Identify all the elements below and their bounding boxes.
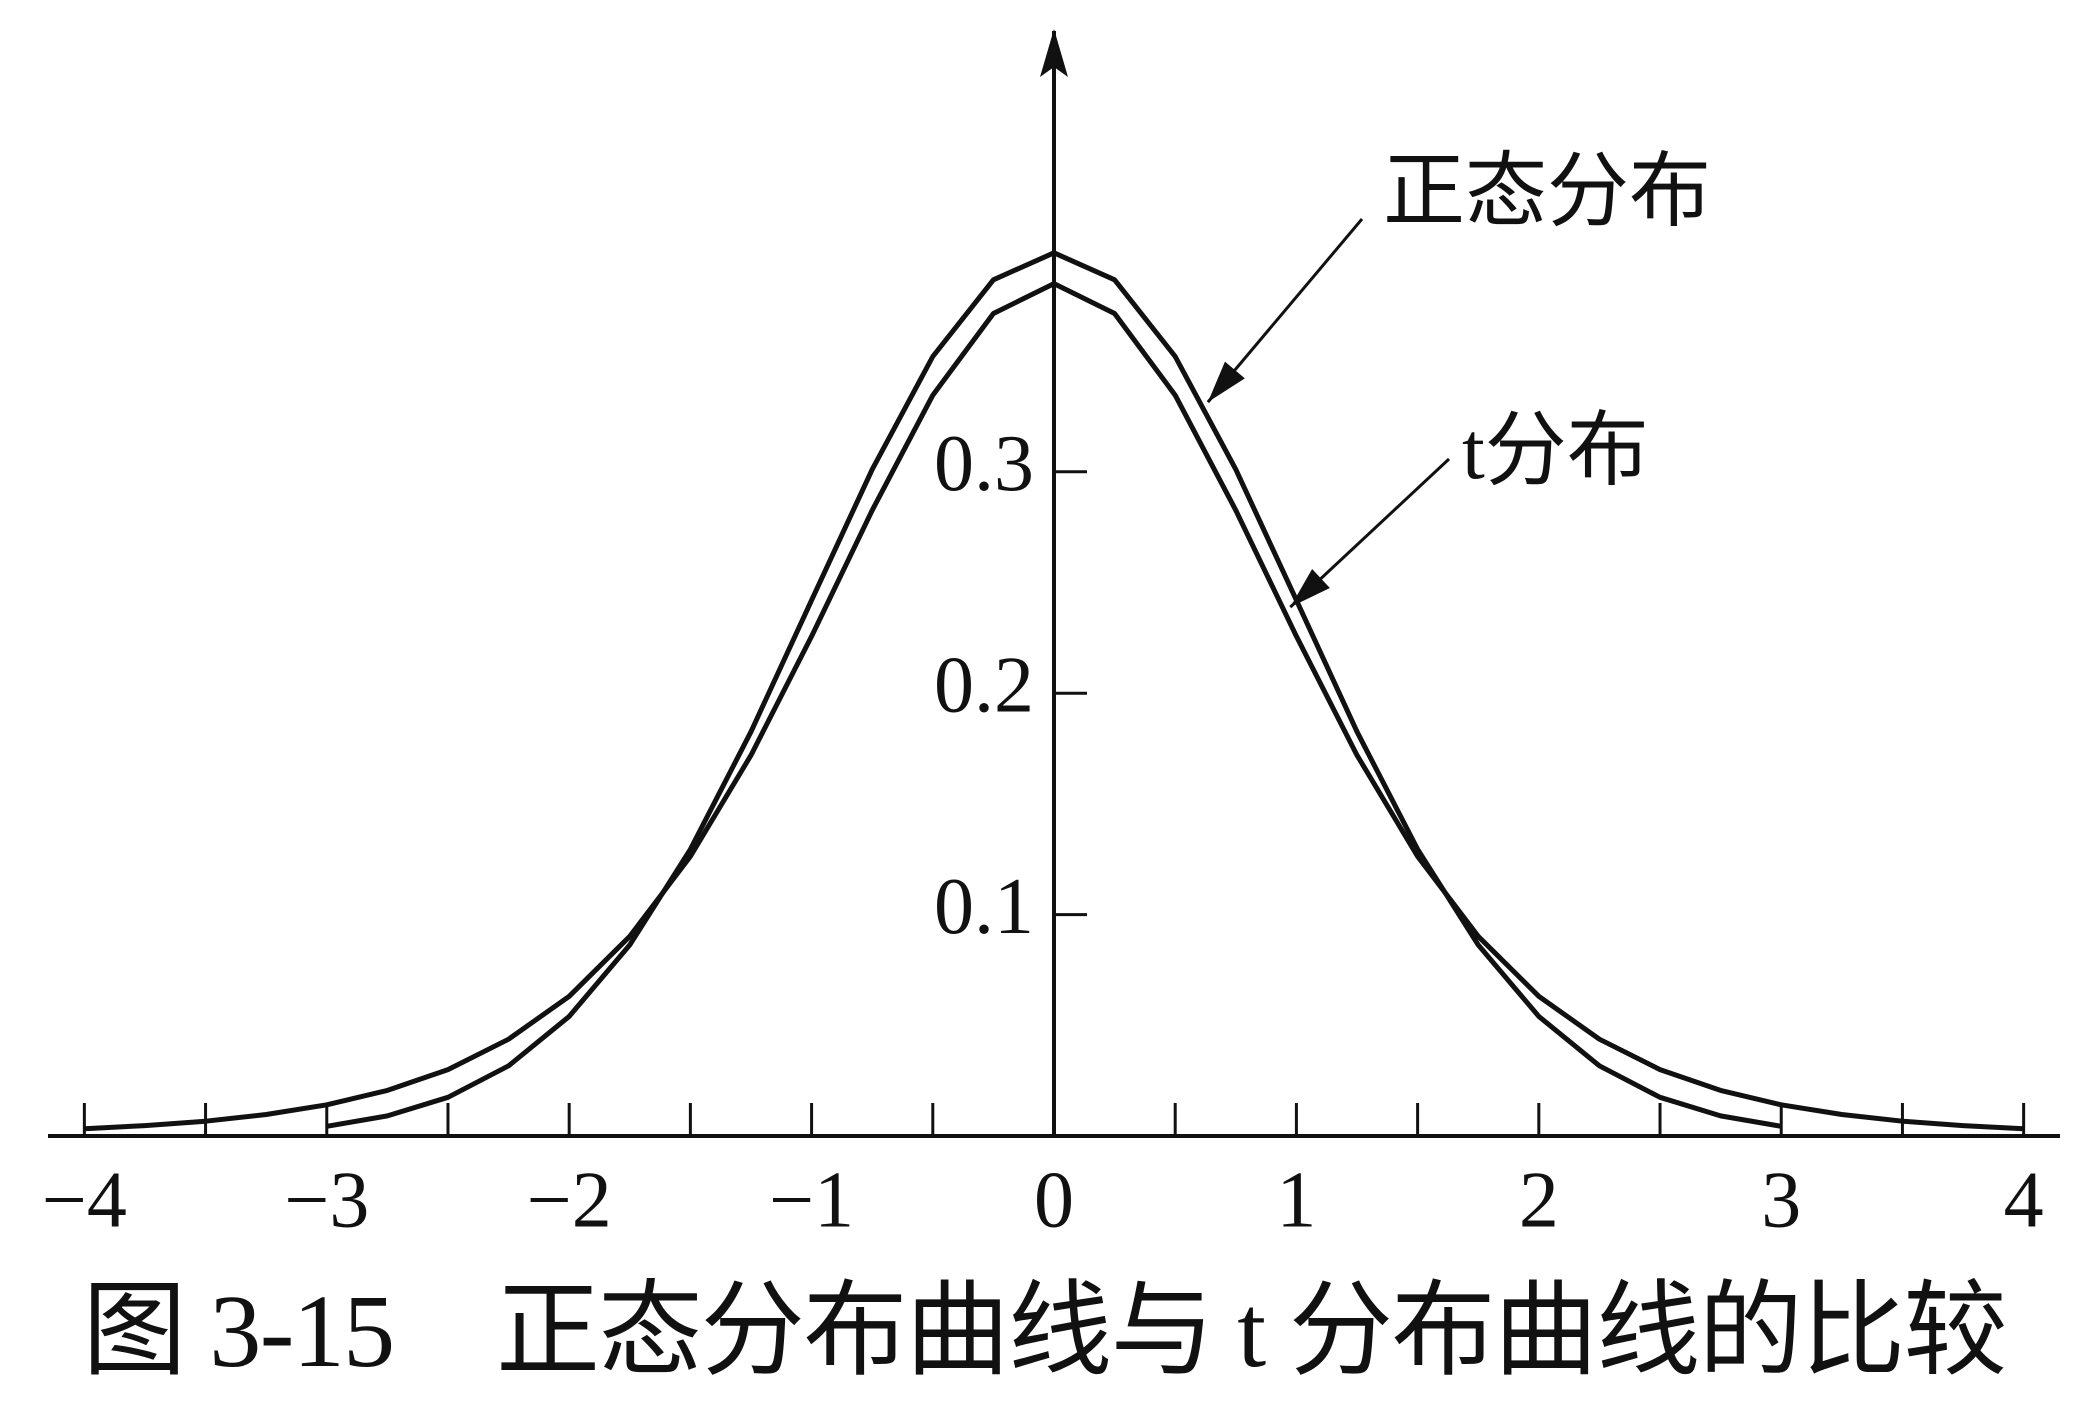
curve (326, 250, 1782, 1129)
y-tick-label: 0.3 (934, 420, 1034, 508)
y-axis-arrow (1040, 29, 1068, 77)
annotation-arrowhead (1207, 361, 1245, 403)
x-tick-label: 4 (2004, 1156, 2044, 1244)
x-tick-label: −3 (284, 1156, 369, 1244)
x-tick-label: 1 (1276, 1156, 1316, 1244)
series-label: t分布 (1462, 405, 1649, 496)
chart-title: 图 3-15 正态分布曲线与 t 分布曲线的比较 (83, 1274, 2008, 1389)
curve (84, 281, 2024, 1132)
x-tick-label: 2 (1519, 1156, 1559, 1244)
y-tick-label: 0.2 (934, 642, 1034, 730)
x-tick-label: −4 (42, 1156, 127, 1244)
y-tick-label: 0.1 (934, 863, 1034, 951)
x-tick-label: −1 (769, 1156, 854, 1244)
x-tick-label: −2 (527, 1156, 612, 1244)
x-tick-label: 0 (1034, 1156, 1074, 1244)
annotation-arrowhead (1290, 568, 1330, 608)
x-tick-label: 3 (1761, 1156, 1801, 1244)
series-label: 正态分布 (1383, 146, 1711, 237)
